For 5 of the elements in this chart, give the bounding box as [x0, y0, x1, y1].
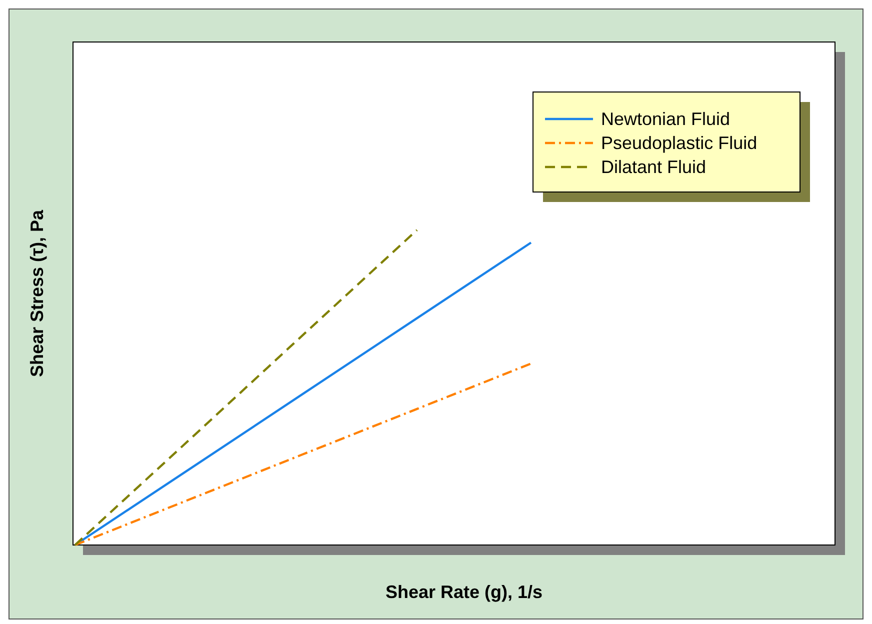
legend-label: Dilatant Fluid — [601, 157, 706, 177]
x-axis-title: Shear Rate (g), 1/s — [385, 582, 543, 602]
y-axis-title: Shear Stress (τ), Pa — [27, 208, 47, 378]
legend-label: Newtonian Fluid — [601, 109, 730, 129]
legend-label: Pseudoplastic Fluid — [601, 133, 758, 153]
